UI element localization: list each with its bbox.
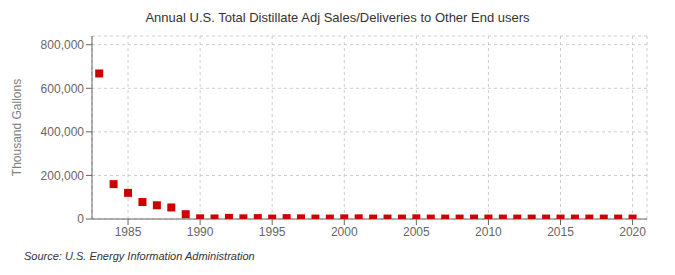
svg-text:400,000: 400,000 — [41, 125, 85, 139]
svg-text:1990: 1990 — [187, 225, 214, 239]
svg-text:600,000: 600,000 — [41, 82, 85, 96]
svg-text:800,000: 800,000 — [41, 38, 85, 52]
svg-text:0: 0 — [77, 212, 84, 226]
svg-text:2005: 2005 — [403, 225, 430, 239]
svg-text:2020: 2020 — [619, 225, 646, 239]
svg-text:200,000: 200,000 — [41, 169, 85, 183]
svg-text:Thousand Gallons: Thousand Gallons — [10, 79, 24, 176]
html-text:Source: U.S. Energy Informatio: Source: U.S. Energy Information Administ… — [24, 250, 255, 262]
svg-text:1995: 1995 — [259, 225, 286, 239]
svg-text:2015: 2015 — [547, 225, 574, 239]
svg-text:2000: 2000 — [331, 225, 358, 239]
svg-text:1985: 1985 — [115, 225, 142, 239]
svg-text:2010: 2010 — [475, 225, 502, 239]
html-text:Annual U.S. Total Distillate A: Annual U.S. Total Distillate Adj Sales/D… — [145, 10, 530, 25]
